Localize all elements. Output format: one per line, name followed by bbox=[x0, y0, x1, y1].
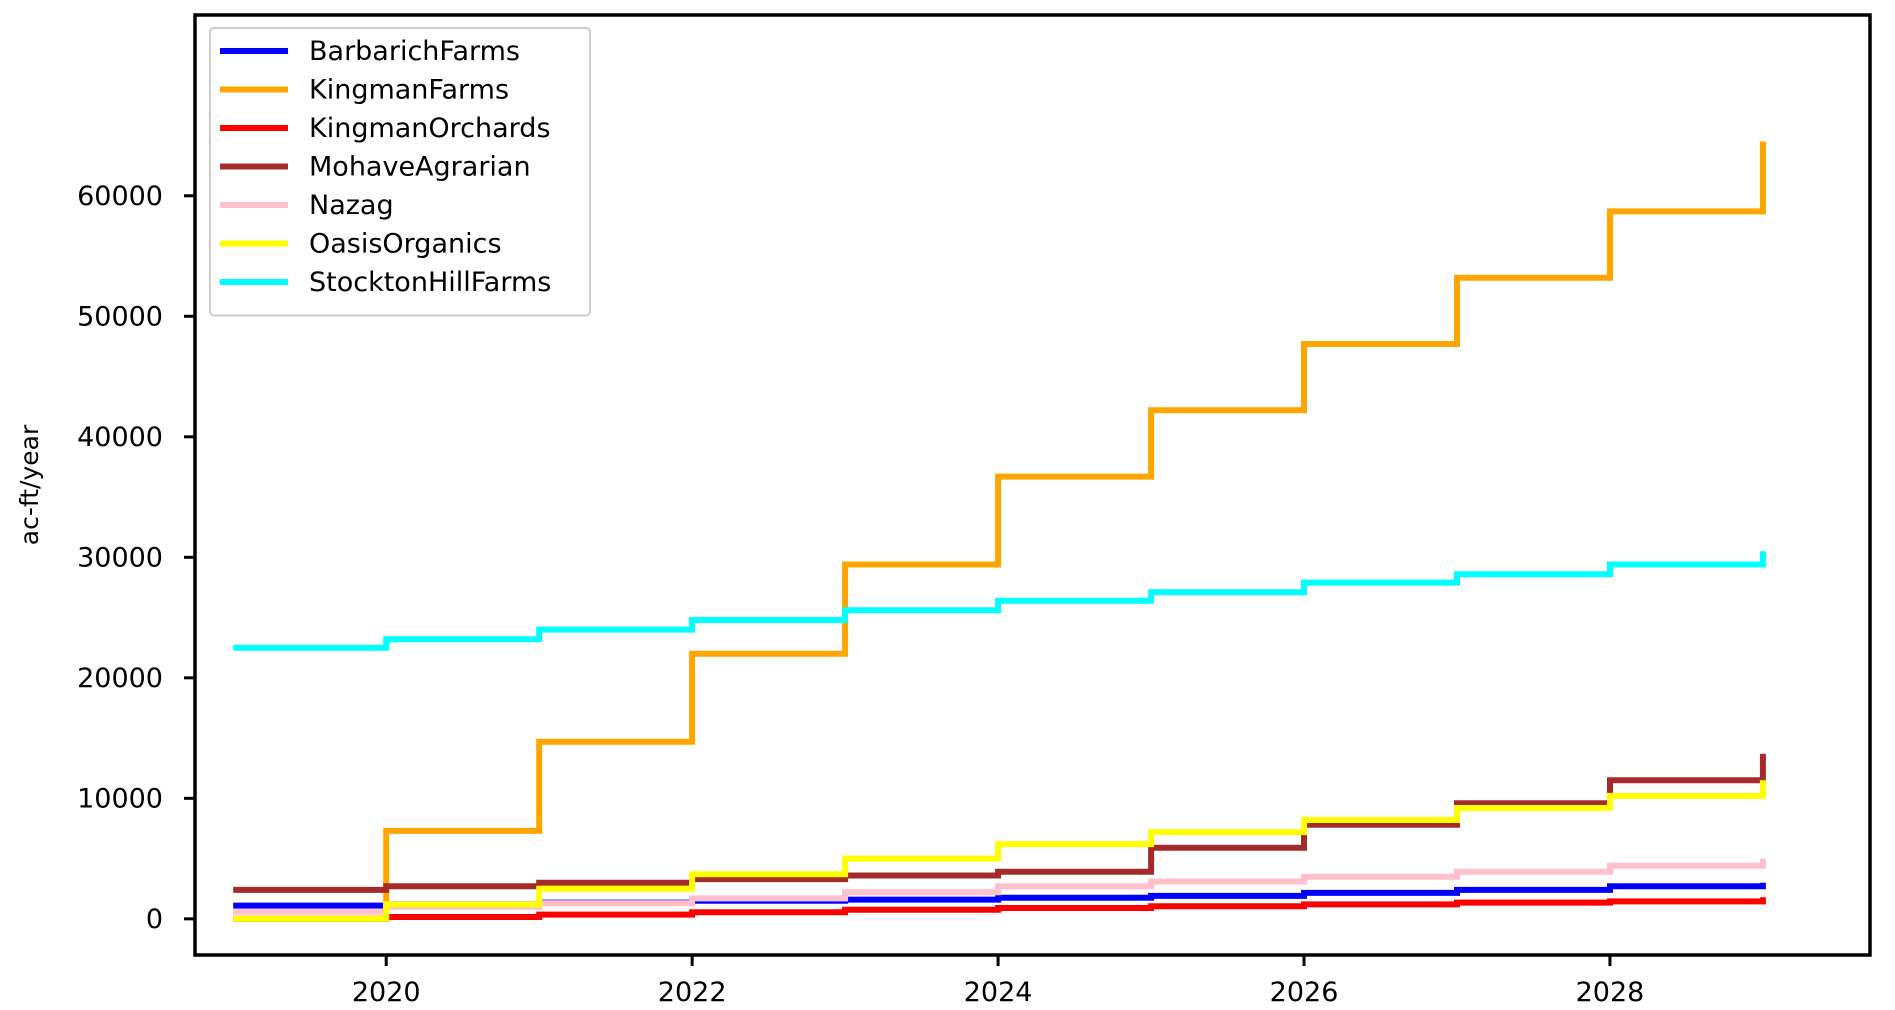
x-tick-label: 2024 bbox=[964, 977, 1033, 1008]
y-axis-label: ac-ft/year bbox=[15, 424, 44, 545]
series-layer bbox=[233, 141, 1766, 922]
y-tick-label: 0 bbox=[146, 904, 163, 935]
legend: BarbarichFarms KingmanFarms KingmanOrchard… bbox=[209, 27, 591, 317]
series-line-KingmanFarms bbox=[233, 141, 1766, 922]
x-tick-label: 2022 bbox=[658, 977, 727, 1008]
series-line-MohaveAgrarian bbox=[233, 753, 1766, 893]
y-tick-label: 10000 bbox=[77, 783, 163, 814]
y-tick-label: 40000 bbox=[77, 422, 163, 453]
series-line-StocktonHillFarms bbox=[233, 551, 1766, 651]
x-axis: 2020 2022 2024 2026 2028 bbox=[352, 955, 1644, 1008]
y-axis: 0 10000 20000 30000 40000 50000 60000 bbox=[77, 181, 195, 935]
y-tick-label: 50000 bbox=[77, 301, 163, 332]
x-tick-label: 2028 bbox=[1576, 977, 1645, 1008]
y-tick-label: 30000 bbox=[77, 542, 163, 573]
series-line-OasisOrganics bbox=[233, 780, 1766, 922]
x-tick-label: 2020 bbox=[352, 977, 421, 1008]
legend-label: KingmanOrchards bbox=[309, 113, 551, 144]
legend-label: OasisOrganics bbox=[309, 229, 502, 260]
x-tick-label: 2026 bbox=[1270, 977, 1339, 1008]
y-tick-label: 20000 bbox=[77, 663, 163, 694]
legend-label: Nazag bbox=[309, 190, 394, 221]
plot-frame bbox=[193, 13, 1872, 957]
series-line-KingmanOrchards bbox=[233, 897, 1766, 922]
legend-label: MohaveAgrarian bbox=[309, 152, 531, 183]
y-tick-label: 60000 bbox=[77, 181, 163, 212]
legend-label: StocktonHillFarms bbox=[309, 267, 551, 298]
legend-label: KingmanFarms bbox=[309, 75, 509, 106]
legend-label: BarbarichFarms bbox=[309, 36, 520, 67]
legend-box bbox=[209, 27, 591, 317]
